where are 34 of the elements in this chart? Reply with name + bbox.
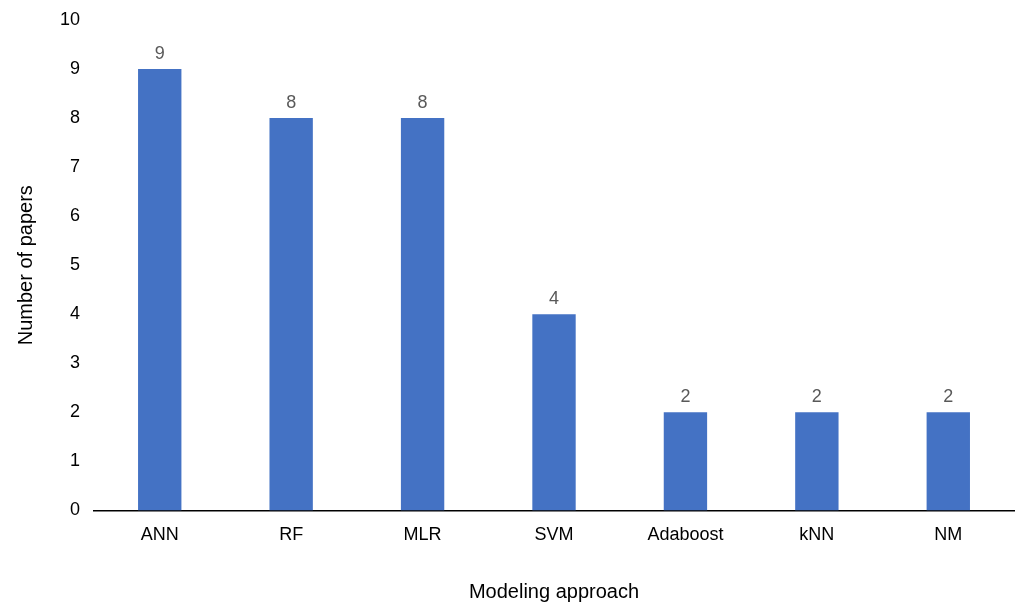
y-tick-label: 9: [70, 58, 81, 79]
y-tick-label: 2: [70, 401, 81, 422]
y-axis-title: Number of papers: [13, 185, 36, 346]
y-tick-label: 4: [70, 303, 81, 324]
data-label: 4: [549, 288, 560, 309]
bar: [795, 412, 839, 511]
bar: [663, 412, 708, 511]
y-tick-label: 10: [59, 8, 81, 29]
bar: [138, 69, 182, 511]
bar: [926, 412, 970, 511]
x-tick-label: Adaboost: [647, 524, 724, 545]
bar: [532, 314, 576, 511]
x-tick-label: NM: [934, 524, 963, 545]
x-tick-label: RF: [279, 524, 304, 545]
x-tick-label: ANN: [140, 524, 179, 545]
y-tick-label: 8: [70, 107, 81, 128]
y-tick-label: 3: [70, 352, 81, 373]
x-tick-label: MLR: [403, 524, 442, 545]
data-label: 9: [154, 43, 165, 64]
x-axis-title: Modeling approach: [468, 579, 640, 602]
y-tick-label: 0: [70, 499, 81, 520]
x-tick-label: SVM: [534, 524, 574, 545]
y-tick-label: 1: [70, 450, 81, 471]
data-label: 8: [417, 92, 428, 113]
bar: [400, 118, 445, 511]
y-tick-label: 5: [70, 254, 81, 275]
data-label: 8: [286, 92, 297, 113]
data-label: 2: [680, 386, 691, 407]
x-tick-label: kNN: [799, 524, 835, 545]
data-label: 2: [811, 386, 822, 407]
bar: [269, 118, 313, 511]
y-tick-label: 6: [70, 205, 81, 226]
y-tick-label: 7: [70, 156, 81, 177]
data-label: 2: [943, 386, 954, 407]
